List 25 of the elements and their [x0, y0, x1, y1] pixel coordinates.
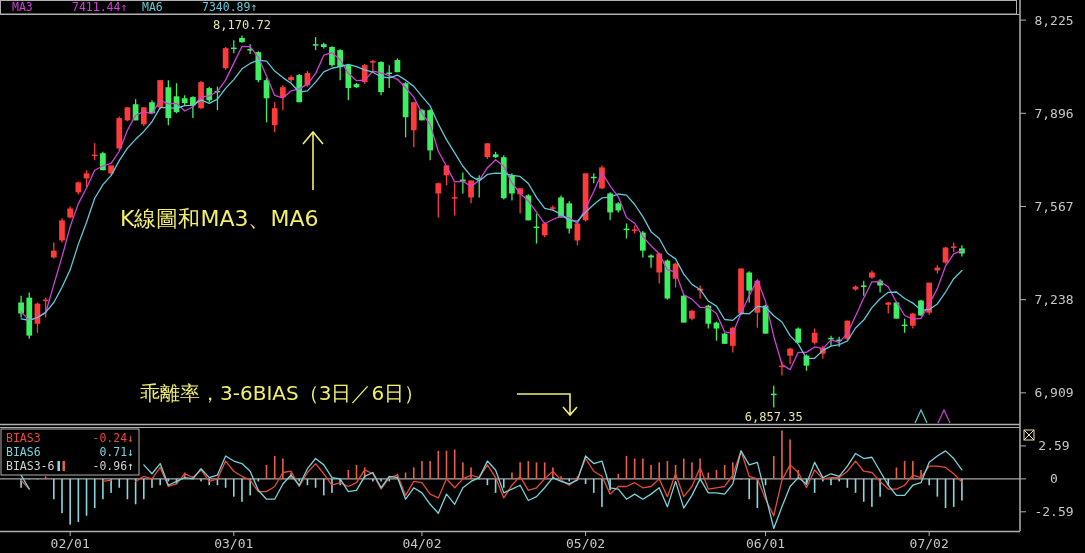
y-tick-label: 6,909 [1034, 385, 1074, 401]
annotation: 6,857.35 [744, 410, 803, 425]
x-tick-label: 03/01 [214, 536, 254, 551]
x-tick-label: 06/01 [745, 536, 786, 551]
y-tick-label: -2.59 [1034, 504, 1074, 520]
x-tick-label: 04/02 [402, 536, 442, 551]
x-tick-label: 07/02 [909, 536, 949, 551]
y-tick-label: 2.59 [1038, 438, 1070, 454]
x-tick-label: 05/02 [566, 536, 606, 551]
annotation: 乖離率，3-6BIAS（3日／6日） [140, 381, 425, 405]
annotation: 0.71↓ [99, 445, 134, 459]
y-tick-label: 7,567 [1034, 198, 1074, 214]
y-tick-label: 8,225 [1034, 12, 1074, 28]
text: BIAS3 [6, 431, 41, 445]
y-tick-label: 7,238 [1034, 292, 1074, 308]
legend: MA3 7411.44↑ MA6 7340.89↑ [0, 0, 1017, 15]
series-label: BIAS6 [6, 445, 41, 459]
annotation: -0.96↑ [92, 459, 134, 473]
annotation: 8,170.72 [213, 18, 271, 33]
legend-label: BIAS3-6 [6, 459, 55, 473]
x-tick-label: 02/01 [50, 536, 90, 551]
y-tick-label: 0 [1050, 471, 1058, 487]
annotation: K線圖和MA3、MA6 [120, 206, 319, 231]
annotation: -0.24↓ [92, 431, 134, 445]
y-tick-label: 7,896 [1034, 105, 1074, 121]
